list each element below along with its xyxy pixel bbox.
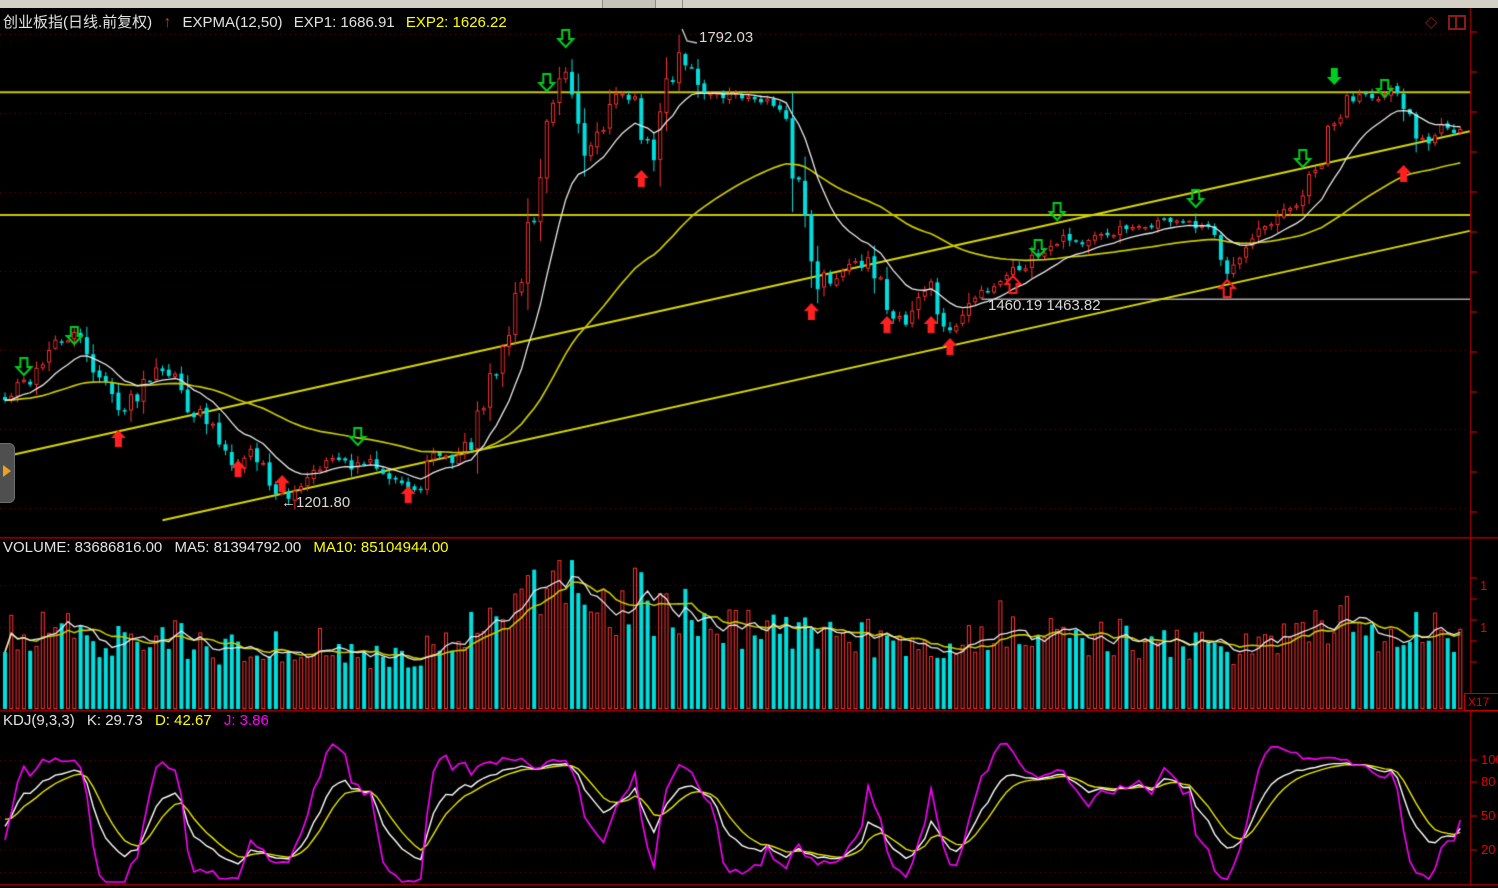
kdj-k-value: K: 29.73	[86, 712, 143, 729]
support-price-annotation: 1460.19 1463.82	[988, 297, 1101, 314]
kdj-axis-label: 50	[1481, 808, 1496, 823]
kdj-axis-label: 80	[1481, 774, 1496, 789]
low-price-annotation: ←1201.80	[281, 494, 351, 511]
expand-arrow-icon	[3, 465, 11, 477]
kdj-j-value: J: 3.86	[223, 712, 269, 729]
symbol-title: 创业板指(日线.前复权)	[3, 14, 153, 31]
top-strip-notch	[602, 0, 656, 8]
zoom-scale-badge[interactable]: X17	[1464, 693, 1498, 711]
kdj-d-value: D: 42.67	[154, 712, 212, 729]
volume-value: VOLUME: 83686816.00	[3, 539, 163, 556]
top-strip-divider	[682, 0, 683, 8]
volume-ma5-value: MA5: 81394792.00	[174, 539, 302, 556]
kdj-header: KDJ(9,3,3) K: 29.73 D: 42.67 J: 3.86	[3, 712, 277, 729]
split-window-icon[interactable]	[1448, 15, 1466, 30]
chart-header: 创业板指(日线.前复权) ↑ EXPMA(12,50) EXP1: 1686.9…	[3, 11, 514, 32]
volume-axis-label: 1	[1480, 578, 1488, 593]
volume-axis-label: 1	[1480, 620, 1488, 635]
window-top-strip	[0, 0, 1498, 8]
kdj-axis-label: 20	[1481, 842, 1496, 857]
sidebar-expand-tab[interactable]	[0, 443, 15, 503]
kdj-label: KDJ(9,3,3)	[3, 712, 75, 729]
exp1-value: EXP1: 1686.91	[293, 14, 395, 31]
volume-header: VOLUME: 83686816.00 MA5: 81394792.00 MA1…	[3, 539, 457, 556]
kdj-axis-label: 100	[1481, 752, 1498, 767]
volume-ma10-value: MA10: 85104944.00	[313, 539, 449, 556]
diamond-icon[interactable]: ◇	[1425, 14, 1438, 31]
peak-price-annotation: 1792.03	[699, 29, 754, 46]
trend-up-arrow-icon: ↑	[163, 14, 172, 31]
indicator-name: EXPMA(12,50)	[182, 14, 283, 31]
exp2-value: EXP2: 1626.22	[405, 14, 507, 31]
